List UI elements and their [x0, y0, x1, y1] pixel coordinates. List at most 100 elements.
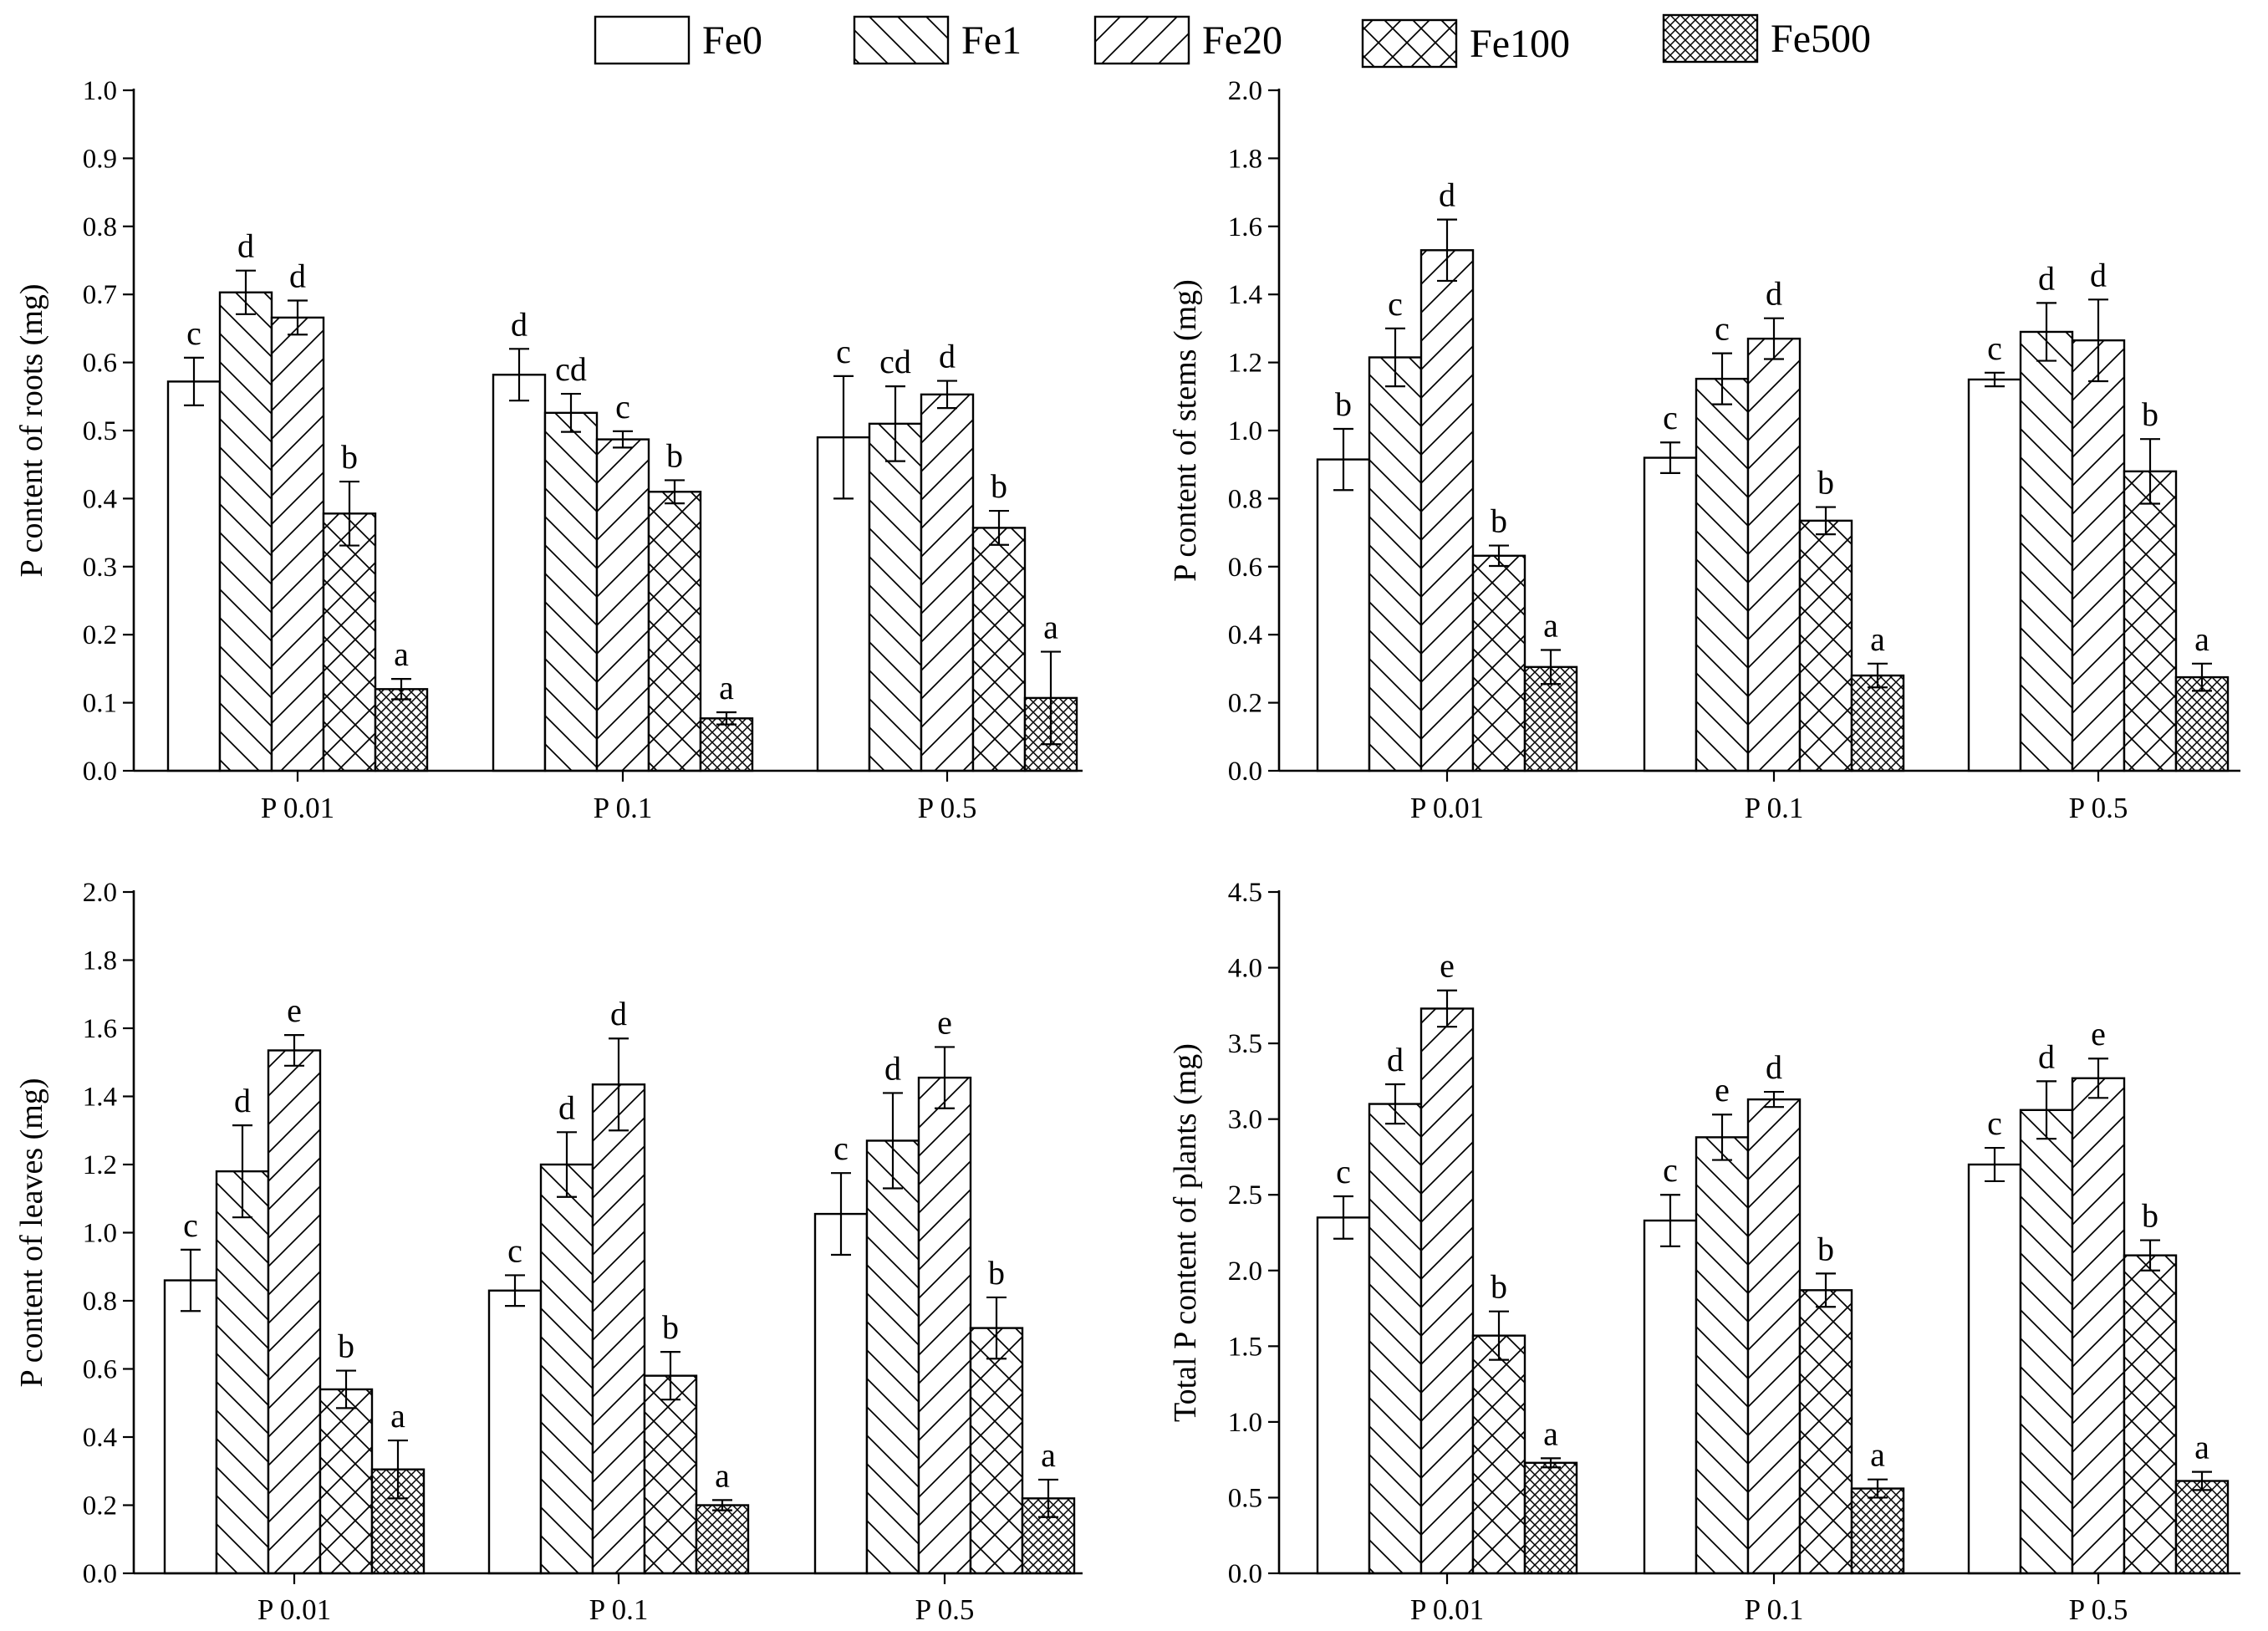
y-tick-label: 0.9 [83, 144, 117, 174]
bar-fe0-2 [492, 374, 547, 772]
bar-fe1-3 [868, 422, 923, 772]
error-bar [1541, 1457, 1561, 1469]
error-bar [1764, 317, 1784, 360]
significance-letter: d [234, 1082, 251, 1119]
significance-letter: d [1766, 275, 1782, 313]
significance-letter: b [988, 1254, 1005, 1292]
legend-item-fe20: Fe20 [1093, 15, 1282, 65]
bar-fe500-3 [2174, 1480, 2230, 1575]
y-tick-label: 4.5 [1228, 878, 1262, 908]
bar-fe500-1 [374, 688, 429, 772]
bar-fe20-2 [591, 1083, 646, 1575]
error-bar [1660, 441, 1680, 474]
bar-fe1-3 [2019, 1109, 2074, 1575]
y-tick-label: 1.5 [1228, 1332, 1262, 1362]
significance-letter: b [1491, 502, 1507, 540]
category-label: P 0.01 [257, 1593, 331, 1626]
error-bar [236, 269, 256, 315]
bar-fe500-1 [1523, 1461, 1578, 1575]
y-tick-label: 0.8 [1228, 484, 1262, 514]
error-bar [561, 392, 581, 433]
error-bar [288, 299, 308, 336]
bar-fe100-2 [1798, 1289, 1853, 1575]
error-bar [1764, 1090, 1784, 1109]
bar-fe100-3 [2123, 1254, 2178, 1575]
significance-letter: c [1987, 329, 2002, 367]
error-bar [613, 430, 633, 449]
error-bar [1437, 989, 1457, 1028]
significance-letter: e [2091, 1015, 2106, 1053]
error-bar [2036, 1080, 2056, 1140]
bar-fe20-1 [267, 1049, 322, 1575]
significance-letter: b [662, 1308, 679, 1346]
y-axis-title: P content of roots (mg) [14, 283, 49, 577]
significance-letter: a [2194, 1429, 2209, 1466]
y-tick-label: 0.3 [83, 553, 117, 583]
bar-fe100-3 [971, 527, 1027, 772]
error-bar [1816, 506, 1836, 536]
legend-swatch [853, 15, 950, 65]
legend-label: Fe100 [1470, 22, 1570, 66]
legend-swatch [1662, 13, 1759, 64]
error-bar [2088, 298, 2108, 383]
error-bar [1868, 662, 1888, 689]
y-tick-label: 0.2 [83, 1491, 117, 1521]
bar-fe500-2 [699, 717, 754, 772]
significance-letter: d [1387, 1041, 1404, 1078]
significance-letter: e [287, 991, 302, 1029]
significance-letter: c [1663, 1151, 1678, 1189]
bar-fe1-1 [215, 1170, 270, 1575]
significance-letter: c [186, 314, 201, 352]
y-tick-label: 1.6 [83, 1014, 117, 1044]
bar-fe100-3 [2123, 470, 2178, 772]
significance-letter: cd [555, 350, 587, 388]
y-tick-label: 1.6 [1228, 212, 1262, 242]
legend-item-fe1: Fe1 [853, 15, 1022, 65]
bar-fe20-2 [1746, 337, 1802, 772]
y-tick-label: 0.1 [83, 689, 117, 719]
error-bar [1489, 544, 1509, 568]
significance-letter: a [715, 1456, 730, 1494]
error-bar [2088, 1058, 2108, 1099]
error-bar [2140, 1239, 2160, 1272]
category-label: P 0.01 [1410, 1593, 1484, 1626]
y-tick-label: 0.0 [1228, 757, 1262, 787]
bar-fe0-1 [166, 380, 222, 772]
error-bar [1985, 371, 2005, 388]
y-tick-label: 1.4 [1228, 280, 1262, 310]
y-tick-label: 1.8 [1228, 144, 1262, 174]
legend-item-fe0: Fe0 [594, 15, 762, 65]
significance-letter: e [937, 1003, 952, 1041]
bar-fe0-1 [1316, 458, 1371, 772]
significance-letter: c [1987, 1104, 2002, 1142]
bar-fe20-3 [2071, 1077, 2126, 1575]
significance-letter: d [237, 227, 254, 265]
y-tick-label: 2.5 [1228, 1180, 1262, 1211]
error-bar [391, 678, 411, 701]
error-bar [505, 1274, 525, 1307]
y-tick-label: 3.0 [1228, 1105, 1262, 1135]
error-bar [232, 1124, 252, 1219]
y-tick-label: 0.0 [83, 757, 117, 787]
error-bar [831, 1172, 851, 1256]
error-bar [509, 348, 529, 402]
y-tick-label: 0.6 [83, 349, 117, 379]
bar-fe0-1 [163, 1279, 218, 1575]
bar-fe500-2 [1850, 1487, 1905, 1575]
y-tick-label: 2.0 [1228, 76, 1262, 106]
bar-fe20-1 [1419, 1007, 1475, 1575]
legend-swatch [1361, 18, 1458, 69]
significance-letter: c [183, 1206, 198, 1244]
category-label: P 0.5 [2069, 1593, 2128, 1626]
significance-letter: a [1543, 607, 1558, 645]
error-bar [1985, 1146, 2005, 1183]
significance-letter: a [2194, 620, 2209, 658]
error-bar [833, 375, 854, 500]
significance-letter: d [511, 305, 528, 343]
error-bar [712, 1499, 732, 1511]
